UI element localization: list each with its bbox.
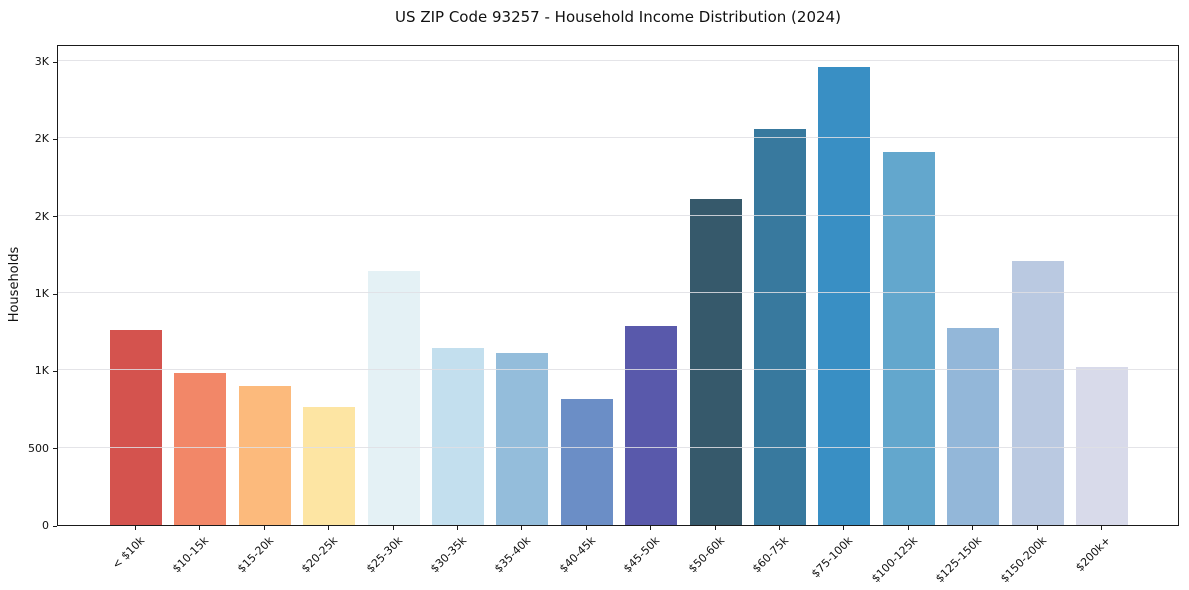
- x-tick-mark: [714, 526, 716, 530]
- bar: [1076, 366, 1128, 525]
- x-tick-mark: [972, 526, 974, 530]
- y-tick-mark: [53, 216, 57, 218]
- y-tick-mark: [53, 61, 57, 63]
- bar: [238, 385, 291, 525]
- x-tick-mark: [650, 526, 652, 530]
- bar: [560, 398, 613, 525]
- bar: [947, 327, 1000, 525]
- y-tick-mark: [53, 370, 57, 372]
- chart-title: US ZIP Code 93257 - Household Income Dis…: [395, 8, 841, 26]
- gridline: [58, 292, 1178, 294]
- gridline: [58, 137, 1178, 139]
- gridline: [58, 369, 1178, 371]
- x-tick-mark: [1036, 526, 1038, 530]
- x-tick-label: < $10k: [109, 534, 148, 572]
- bar: [689, 198, 742, 525]
- x-tick-mark: [135, 526, 136, 530]
- bar: [882, 151, 935, 525]
- x-tick-mark: [843, 526, 845, 530]
- gridline: [58, 446, 1178, 448]
- x-tick-mark: [585, 526, 587, 530]
- bar: [754, 128, 806, 525]
- y-tick-label: 0: [42, 519, 49, 532]
- x-tick-mark: [779, 526, 780, 530]
- y-tick-label: 500: [28, 441, 49, 455]
- y-tick-label: 1K: [34, 287, 49, 300]
- x-tick-mark: [328, 526, 330, 530]
- y-tick-mark: [53, 525, 57, 527]
- bar: [625, 325, 678, 525]
- y-tick-label: 2K: [34, 209, 49, 223]
- y-tick-label: 1K: [34, 364, 49, 378]
- bar: [110, 329, 162, 525]
- bar: [1011, 260, 1064, 525]
- plot-area: [57, 45, 1179, 526]
- y-tick-mark: [53, 448, 57, 450]
- x-tick-mark: [1101, 526, 1102, 530]
- y-tick-label: 2K: [34, 132, 49, 146]
- y-tick-mark: [53, 293, 57, 295]
- x-tick-mark: [457, 526, 458, 530]
- x-tick-mark: [907, 526, 909, 530]
- bar: [496, 352, 549, 525]
- bar: [303, 407, 356, 525]
- y-tick-label: 3K: [34, 55, 49, 68]
- x-tick-mark: [263, 526, 265, 530]
- y-tick-mark: [53, 138, 57, 140]
- x-tick-mark: [392, 526, 394, 530]
- x-tick-mark: [199, 526, 201, 530]
- gridline: [58, 214, 1178, 216]
- bar: [174, 373, 227, 525]
- bar: [432, 347, 484, 525]
- gridline: [58, 60, 1178, 62]
- bar: [818, 67, 871, 525]
- x-tick-mark: [521, 526, 523, 530]
- bar: [367, 270, 420, 525]
